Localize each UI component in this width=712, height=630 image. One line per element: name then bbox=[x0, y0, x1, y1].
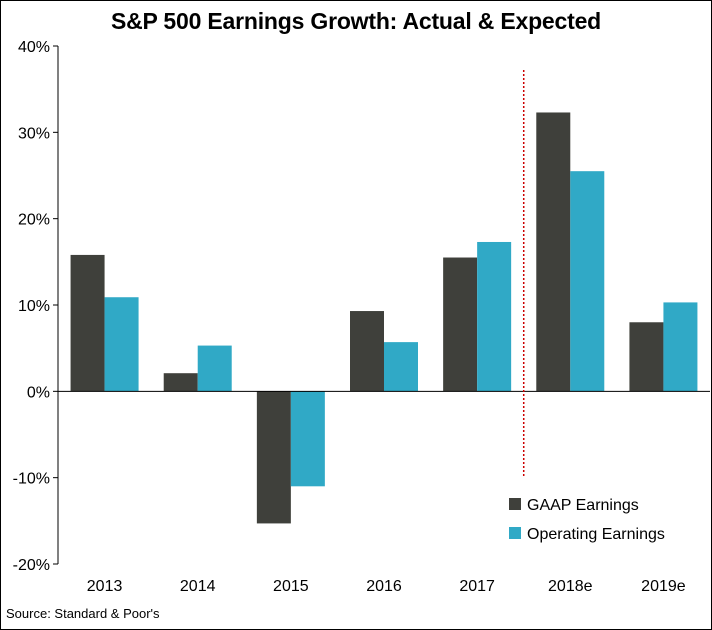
y-tick-label: -20% bbox=[13, 557, 50, 574]
bar-gaap-earnings-2019e bbox=[629, 322, 664, 392]
bar-gaap-earnings-2013 bbox=[70, 254, 105, 392]
y-tick-label: 20% bbox=[18, 212, 50, 229]
y-tick-label: 10% bbox=[18, 298, 50, 315]
bar-operating-earnings-2018e bbox=[570, 171, 605, 392]
x-tick-label: 2016 bbox=[366, 578, 402, 595]
source-note: Source: Standard & Poor's bbox=[6, 606, 160, 621]
bar-gaap-earnings-2016 bbox=[350, 311, 384, 392]
x-tick-label: 2014 bbox=[180, 578, 216, 595]
bar-gaap-earnings-2014 bbox=[163, 373, 198, 392]
y-tick-label: 30% bbox=[18, 125, 50, 142]
legend-label: GAAP Earnings bbox=[527, 497, 639, 514]
y-tick-label: 40% bbox=[18, 39, 50, 56]
bar-operating-earnings-2014 bbox=[197, 345, 232, 392]
bar-operating-earnings-2013 bbox=[104, 297, 139, 392]
x-tick-label: 2017 bbox=[459, 578, 495, 595]
x-tick-label: 2013 bbox=[87, 578, 123, 595]
legend-swatch-gaap-earnings bbox=[509, 498, 521, 510]
x-tick-label: 2019e bbox=[641, 578, 686, 595]
bar-operating-earnings-2019e bbox=[663, 302, 698, 392]
bar-operating-earnings-2016 bbox=[384, 342, 418, 392]
legend-label: Operating Earnings bbox=[527, 526, 665, 543]
chart-title: S&P 500 Earnings Growth: Actual & Expect… bbox=[110, 8, 602, 34]
bar-operating-earnings-2015 bbox=[290, 391, 325, 487]
bar-gaap-earnings-2015 bbox=[256, 391, 291, 524]
bar-operating-earnings-2017 bbox=[477, 241, 512, 392]
legend-swatch-operating-earnings bbox=[509, 527, 521, 539]
y-tick-label: -10% bbox=[13, 471, 50, 488]
bar-gaap-earnings-2017 bbox=[443, 257, 478, 392]
y-tick-label: 0% bbox=[27, 384, 50, 401]
x-tick-label: 2018e bbox=[548, 578, 593, 595]
bar-gaap-earnings-2018e bbox=[536, 112, 571, 392]
x-tick-label: 2015 bbox=[273, 578, 309, 595]
